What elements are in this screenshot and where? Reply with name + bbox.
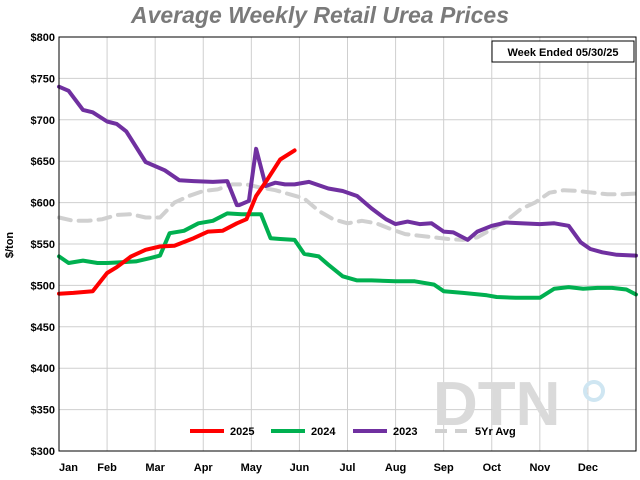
y-tick-label: $350 xyxy=(31,405,55,417)
y-tick-label: $750 xyxy=(31,73,55,85)
dtn-watermark: DTN xyxy=(433,370,605,439)
series-line-2025 xyxy=(57,148,297,296)
y-tick-label: $600 xyxy=(31,198,55,210)
legend-label: 2025 xyxy=(230,426,254,438)
x-tick-label: Oct xyxy=(483,462,502,474)
y-axis-ticks: $300 $350 $400 $450 $500 $550 $600 $650 $700 $750… xyxy=(31,32,55,458)
legend-label: 2024 xyxy=(311,426,336,438)
x-tick-label: Aug xyxy=(385,462,406,474)
y-tick-label: $500 xyxy=(31,280,55,292)
x-tick-label: Apr xyxy=(194,462,214,474)
dtn-watermark-text: DTN xyxy=(433,370,560,439)
y-tick-label: $800 xyxy=(31,32,55,44)
week-ended-annotation: Week Ended 05/30/25 xyxy=(491,40,635,63)
legend: 2025 2024 2023 5Yr Avg xyxy=(190,426,516,438)
x-tick-label: May xyxy=(241,462,263,474)
legend-label: 5Yr Avg xyxy=(475,426,516,438)
week-ended-text: Week Ended 05/30/25 xyxy=(507,47,618,59)
x-tick-label: Jul xyxy=(340,462,356,474)
y-tick-label: $300 xyxy=(31,446,55,458)
y-tick-label: $400 xyxy=(31,363,55,375)
y-tick-label: $700 xyxy=(31,115,55,127)
x-axis-ticks: Jan Feb Mar Apr May Jun Jul Aug Sep Oct Nov Dec xyxy=(59,462,598,474)
x-tick-label: Jan xyxy=(59,462,78,474)
dtn-logo-ring-icon xyxy=(583,380,605,402)
x-tick-label: Mar xyxy=(145,462,165,474)
series-lines xyxy=(57,84,638,300)
chart-title: Average Weekly Retail Urea Prices xyxy=(130,2,510,28)
series-line-2024 xyxy=(57,211,638,300)
y-axis-label: $/ton xyxy=(4,232,16,259)
x-tick-label: Nov xyxy=(529,462,551,474)
y-tick-label: $550 xyxy=(31,239,55,251)
x-tick-label: Dec xyxy=(578,462,598,474)
legend-label: 2023 xyxy=(393,426,417,438)
x-tick-label: Feb xyxy=(97,462,117,474)
y-tick-label: $450 xyxy=(31,322,55,334)
x-tick-label: Jun xyxy=(290,462,310,474)
series-line-2023 xyxy=(57,84,638,258)
plot-frame xyxy=(58,36,637,452)
series-line-5yr-avg xyxy=(57,182,638,242)
x-tick-label: Sep xyxy=(434,462,454,474)
y-tick-label: $650 xyxy=(31,156,55,168)
